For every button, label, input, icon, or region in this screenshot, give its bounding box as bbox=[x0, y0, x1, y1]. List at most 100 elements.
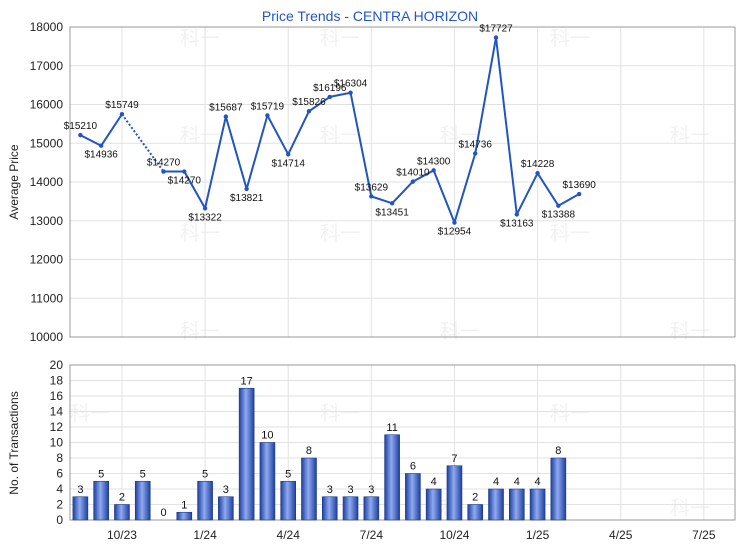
watermark-text: 科一 bbox=[180, 26, 220, 50]
transaction-bar-label: 2 bbox=[119, 492, 125, 504]
line-y-tick-label: 15000 bbox=[30, 136, 64, 150]
watermark-text: 科一 bbox=[70, 401, 110, 425]
price-data-label: $15687 bbox=[209, 103, 243, 114]
price-point bbox=[244, 186, 249, 192]
price-line-segment bbox=[287, 110, 310, 155]
price-data-label: $14270 bbox=[168, 176, 202, 187]
transaction-bar bbox=[467, 504, 484, 521]
price-line-segment bbox=[432, 170, 456, 223]
transaction-bar-label: 8 bbox=[555, 445, 561, 457]
bar-y-tick-label: 0 bbox=[56, 513, 63, 527]
price-line-segment bbox=[100, 113, 123, 147]
bar-y-tick-label: 18 bbox=[50, 374, 64, 388]
price-data-labels: $15210 $14936 $15749 $14270 $14270 $13322 $156… bbox=[64, 24, 597, 238]
price-data-label: $14010 bbox=[396, 168, 430, 179]
transaction-bar bbox=[176, 511, 193, 521]
transaction-bar bbox=[218, 496, 234, 521]
price-point bbox=[431, 168, 436, 173]
price-data-label: $15210 bbox=[64, 121, 98, 132]
watermark-text: 科一 bbox=[180, 221, 220, 245]
line-plot-frame bbox=[69, 26, 736, 338]
bar-plot-frame bbox=[69, 364, 736, 521]
price-data-label: $17727 bbox=[479, 24, 513, 35]
transaction-bar-label: 5 bbox=[140, 468, 146, 480]
bar-y-tick-label: 12 bbox=[50, 420, 64, 434]
transaction-bar-label: 3 bbox=[77, 484, 83, 496]
transaction-bar-label: 10 bbox=[261, 430, 273, 442]
transaction-bar-label: 5 bbox=[202, 468, 208, 480]
x-tick-label: 1/24 bbox=[193, 528, 217, 542]
price-line-segment bbox=[308, 96, 331, 113]
price-line-segment bbox=[204, 116, 227, 209]
transaction-bar bbox=[384, 434, 400, 521]
watermark-text: 科一 bbox=[320, 401, 360, 425]
bar-y-tick-label: 8 bbox=[56, 451, 63, 465]
transaction-bar bbox=[134, 480, 151, 521]
price-point bbox=[452, 220, 457, 225]
price-point bbox=[514, 212, 519, 217]
watermark-text: 科一 bbox=[320, 26, 360, 50]
price-point bbox=[410, 179, 416, 184]
price-line-segment bbox=[183, 171, 206, 209]
transaction-bar-label: 2 bbox=[472, 492, 478, 504]
line-y-tick-label: 17000 bbox=[30, 59, 64, 73]
price-line-segment bbox=[536, 172, 560, 207]
transaction-bar-label: 1 bbox=[181, 499, 187, 511]
price-point bbox=[369, 194, 374, 199]
watermark-text: 科一 bbox=[550, 401, 590, 425]
x-tick-label: 1/25 bbox=[526, 528, 550, 542]
bar-y-tick-label: 2 bbox=[56, 498, 63, 512]
transaction-bar-label: 3 bbox=[223, 484, 229, 496]
transaction-bar-label: 5 bbox=[285, 468, 291, 480]
bar-y-tick-label: 4 bbox=[56, 482, 63, 496]
transaction-bar-label: 4 bbox=[493, 476, 499, 488]
transaction-bar bbox=[259, 442, 276, 521]
transaction-bar-label: 4 bbox=[514, 476, 520, 488]
x-tick-label: 7/25 bbox=[692, 528, 716, 542]
transaction-bar-label: 3 bbox=[347, 484, 353, 496]
price-point bbox=[98, 143, 104, 148]
price-line-segment bbox=[349, 92, 373, 197]
watermark-text: 科一 bbox=[320, 221, 360, 245]
transaction-bar-label: 5 bbox=[98, 468, 104, 480]
transaction-bar bbox=[342, 496, 359, 521]
transaction-bar-label: 17 bbox=[241, 375, 253, 387]
transaction-bar bbox=[550, 457, 567, 521]
watermark-text: 科一 bbox=[550, 221, 590, 245]
price-line-segment bbox=[266, 114, 290, 155]
price-data-label: $13451 bbox=[375, 207, 409, 218]
price-data-label: $13388 bbox=[542, 210, 576, 221]
price-data-label: $14300 bbox=[417, 156, 451, 167]
bar-y-tick-label: 20 bbox=[50, 358, 64, 372]
price-line-segment bbox=[495, 37, 518, 215]
price-point bbox=[265, 113, 270, 118]
transaction-bar bbox=[446, 465, 463, 521]
line-y-tick-label: 11000 bbox=[31, 291, 64, 305]
price-line-segment bbox=[515, 172, 539, 215]
price-data-label: $14714 bbox=[272, 158, 306, 169]
price-point bbox=[78, 132, 83, 138]
price-point bbox=[556, 203, 561, 208]
price-line-segment bbox=[224, 116, 248, 190]
transaction-bar bbox=[321, 496, 338, 521]
bar-y-tick-label: 6 bbox=[56, 467, 63, 481]
transaction-bar-label: 8 bbox=[306, 445, 312, 457]
price-line-segment bbox=[371, 195, 393, 205]
transaction-bar bbox=[529, 488, 546, 521]
price-data-label: $12954 bbox=[438, 227, 472, 238]
price-data-label: $13690 bbox=[562, 180, 596, 191]
transaction-data-labels: 3 5 2 5 0 1 5 3 17 10 5 8 3 3 3 11 6 4 7 2 4 4 4 8 bbox=[77, 375, 561, 519]
transaction-bar-label: 7 bbox=[451, 453, 457, 465]
transaction-bar-label: 4 bbox=[431, 476, 437, 488]
price-point bbox=[161, 169, 166, 174]
price-point bbox=[306, 109, 312, 114]
transaction-bar bbox=[508, 488, 525, 521]
line-y-tick-label: 16000 bbox=[30, 98, 64, 112]
line-y-tick-label: 10000 bbox=[30, 330, 64, 344]
price-point bbox=[223, 114, 229, 119]
transaction-bar-label: 4 bbox=[535, 476, 541, 488]
price-point bbox=[389, 201, 395, 206]
line-y-ticks: 10000 11000 12000 13000 14000 15000 16000 17000… bbox=[30, 20, 64, 344]
